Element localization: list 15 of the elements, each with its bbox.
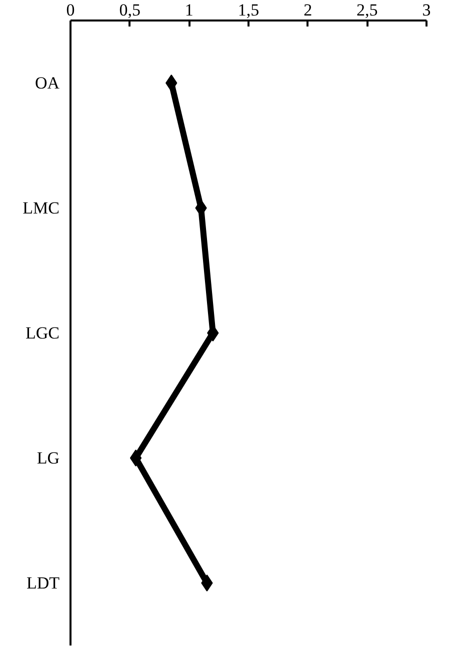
point (166, 74, 178, 92)
y-tick-label: LG (36, 448, 60, 468)
x-tick-label: 0,5 (119, 0, 140, 20)
point (201, 574, 213, 592)
x-tick-label: 0 (66, 0, 75, 20)
x-tick-label: 2,5 (356, 0, 378, 20)
y-tick-label: LDT (26, 574, 60, 592)
y-tick-label: LMC (22, 198, 60, 218)
x-tick-label: 2 (304, 0, 312, 20)
x-tick-label: 1,5 (238, 0, 260, 20)
point (130, 450, 142, 466)
y-tick-label: OA (34, 74, 60, 92)
x-tick-label: 1 (184, 0, 194, 20)
y-tick-label: LGC (26, 324, 60, 342)
x-tick-label: 3 (422, 0, 431, 20)
